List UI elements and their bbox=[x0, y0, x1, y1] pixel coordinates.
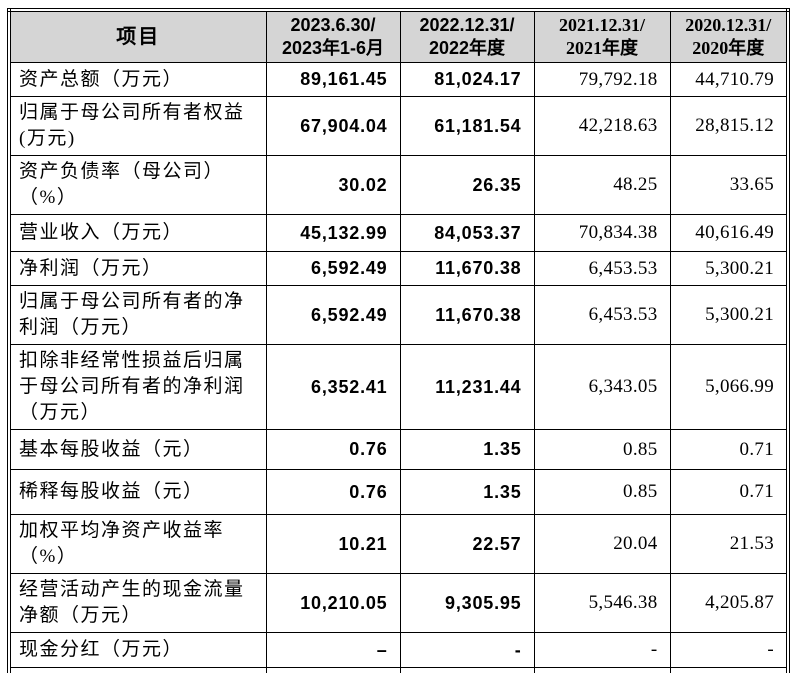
table-row-diluted-eps: 稀释每股收益（元） 0.76 1.35 0.85 0.71 bbox=[8, 469, 789, 515]
value-cell-2020: 8.45 bbox=[669, 667, 789, 673]
item-label-cell: 资产负债率（母公司）（%） bbox=[8, 155, 267, 215]
header-row: 项目 2023.6.30/ 2023年1-6月 2022.12.31/ 2022… bbox=[8, 9, 789, 63]
value-cell-2020: - bbox=[669, 632, 789, 668]
value-cell-2020: 33.65 bbox=[669, 155, 789, 215]
item-label-cell: 扣除非经常性损益后归属于母公司所有者的净利润（万元） bbox=[8, 344, 267, 430]
item-label-cell: 资产总额（万元） bbox=[8, 62, 267, 97]
item-label-cell: 经营活动产生的现金流量净额（万元） bbox=[8, 573, 267, 633]
financial-summary-table: 项目 2023.6.30/ 2023年1-6月 2022.12.31/ 2022… bbox=[7, 8, 790, 673]
value-cell-2023h1: – bbox=[265, 632, 401, 668]
item-label-cell: 归属于母公司所有者权益(万元) bbox=[8, 96, 267, 156]
item-label-cell: 基本每股收益（元） bbox=[8, 429, 267, 470]
value-cell-2023h1: 0.76 bbox=[265, 469, 401, 515]
value-cell-2022: 26.35 bbox=[399, 155, 535, 215]
value-cell-2022: 84,053.37 bbox=[399, 214, 535, 252]
value-cell-2023h1: 30.02 bbox=[265, 155, 401, 215]
value-cell-2020: 21.53 bbox=[669, 514, 789, 574]
value-cell-2023h1: 6,592.49 bbox=[265, 251, 401, 286]
value-cell-2022: 5.97 bbox=[399, 667, 535, 673]
table-row-parent-net-profit: 归属于母公司所有者的净利润（万元） 6,592.49 11,670.38 6,4… bbox=[8, 285, 789, 345]
value-cell-2020: 5,066.99 bbox=[669, 344, 789, 430]
value-cell-2022: 1.35 bbox=[399, 429, 535, 470]
value-cell-2021: 70,834.38 bbox=[533, 214, 671, 252]
header-cell-period-2021: 2021.12.31/ 2021年度 bbox=[533, 9, 671, 63]
table-row-operating-cash-flow: 经营活动产生的现金流量净额（万元） 10,210.05 9,305.95 5,5… bbox=[8, 573, 789, 633]
table-row-cash-dividend: 现金分红（万元） – - - - bbox=[8, 632, 789, 668]
item-label-cell: 净利润（万元） bbox=[8, 251, 267, 286]
table-row-rd-ratio: 研发投入占营业收入的比例（%） 6.00 5.97 5.66 8.45 bbox=[8, 667, 789, 673]
value-cell-2021: - bbox=[533, 632, 671, 668]
table-row-revenue: 营业收入（万元） 45,132.99 84,053.37 70,834.38 4… bbox=[8, 214, 789, 252]
value-cell-2022: 1.35 bbox=[399, 469, 535, 515]
item-label-cell: 稀释每股收益（元） bbox=[8, 469, 267, 515]
value-cell-2020: 0.71 bbox=[669, 469, 789, 515]
value-cell-2020: 28,815.12 bbox=[669, 96, 789, 156]
value-cell-2021: 6,343.05 bbox=[533, 344, 671, 430]
value-cell-2020: 4,205.87 bbox=[669, 573, 789, 633]
table-header: 项目 2023.6.30/ 2023年1-6月 2022.12.31/ 2022… bbox=[8, 9, 789, 63]
item-label-cell: 现金分红（万元） bbox=[8, 632, 267, 668]
value-cell-2020: 5,300.21 bbox=[669, 285, 789, 345]
value-cell-2021: 48.25 bbox=[533, 155, 671, 215]
value-cell-2021: 0.85 bbox=[533, 469, 671, 515]
table-row-weighted-roe: 加权平均净资产收益率（%） 10.21 22.57 20.04 21.53 bbox=[8, 514, 789, 574]
value-cell-2021: 79,792.18 bbox=[533, 62, 671, 97]
value-cell-2023h1: 45,132.99 bbox=[265, 214, 401, 252]
table-row-parent-equity: 归属于母公司所有者权益(万元) 67,904.04 61,181.54 42,2… bbox=[8, 96, 789, 156]
item-label-cell: 加权平均净资产收益率（%） bbox=[8, 514, 267, 574]
value-cell-2021: 5.66 bbox=[533, 667, 671, 673]
value-cell-2023h1: 6.00 bbox=[265, 667, 401, 673]
item-label-cell: 归属于母公司所有者的净利润（万元） bbox=[8, 285, 267, 345]
value-cell-2020: 44,710.79 bbox=[669, 62, 789, 97]
value-cell-2022: 81,024.17 bbox=[399, 62, 535, 97]
header-cell-period-2023h1: 2023.6.30/ 2023年1-6月 bbox=[265, 9, 401, 63]
header-cell-period-2022: 2022.12.31/ 2022年度 bbox=[399, 9, 535, 63]
value-cell-2021: 20.04 bbox=[533, 514, 671, 574]
value-cell-2023h1: 10,210.05 bbox=[265, 573, 401, 633]
value-cell-2023h1: 10.21 bbox=[265, 514, 401, 574]
value-cell-2023h1: 89,161.45 bbox=[265, 62, 401, 97]
value-cell-2023h1: 6,352.41 bbox=[265, 344, 401, 430]
value-cell-2020: 5,300.21 bbox=[669, 251, 789, 286]
value-cell-2021: 5,546.38 bbox=[533, 573, 671, 633]
value-cell-2022: 11,670.38 bbox=[399, 251, 535, 286]
value-cell-2020: 40,616.49 bbox=[669, 214, 789, 252]
value-cell-2022: 11,670.38 bbox=[399, 285, 535, 345]
value-cell-2023h1: 6,592.49 bbox=[265, 285, 401, 345]
header-cell-period-2020: 2020.12.31/ 2020年度 bbox=[669, 9, 789, 63]
value-cell-2021: 42,218.63 bbox=[533, 96, 671, 156]
table-row-total-assets: 资产总额（万元） 89,161.45 81,024.17 79,792.18 4… bbox=[8, 62, 789, 97]
value-cell-2020: 0.71 bbox=[669, 429, 789, 470]
table-body: 资产总额（万元） 89,161.45 81,024.17 79,792.18 4… bbox=[8, 62, 789, 673]
value-cell-2021: 6,453.53 bbox=[533, 251, 671, 286]
value-cell-2022: 22.57 bbox=[399, 514, 535, 574]
value-cell-2021: 6,453.53 bbox=[533, 285, 671, 345]
value-cell-2022: - bbox=[399, 632, 535, 668]
value-cell-2022: 9,305.95 bbox=[399, 573, 535, 633]
header-cell-item: 项目 bbox=[8, 9, 267, 63]
table-row-net-profit: 净利润（万元） 6,592.49 11,670.38 6,453.53 5,30… bbox=[8, 251, 789, 286]
item-label-cell: 研发投入占营业收入的比例（%） bbox=[8, 667, 267, 673]
item-label-cell: 营业收入（万元） bbox=[8, 214, 267, 252]
value-cell-2021: 0.85 bbox=[533, 429, 671, 470]
table-row-debt-ratio: 资产负债率（母公司）（%） 30.02 26.35 48.25 33.65 bbox=[8, 155, 789, 215]
value-cell-2023h1: 0.76 bbox=[265, 429, 401, 470]
table-row-deducted-net-profit: 扣除非经常性损益后归属于母公司所有者的净利润（万元） 6,352.41 11,2… bbox=[8, 344, 789, 430]
value-cell-2023h1: 67,904.04 bbox=[265, 96, 401, 156]
table-row-basic-eps: 基本每股收益（元） 0.76 1.35 0.85 0.71 bbox=[8, 429, 789, 470]
value-cell-2022: 11,231.44 bbox=[399, 344, 535, 430]
value-cell-2022: 61,181.54 bbox=[399, 96, 535, 156]
